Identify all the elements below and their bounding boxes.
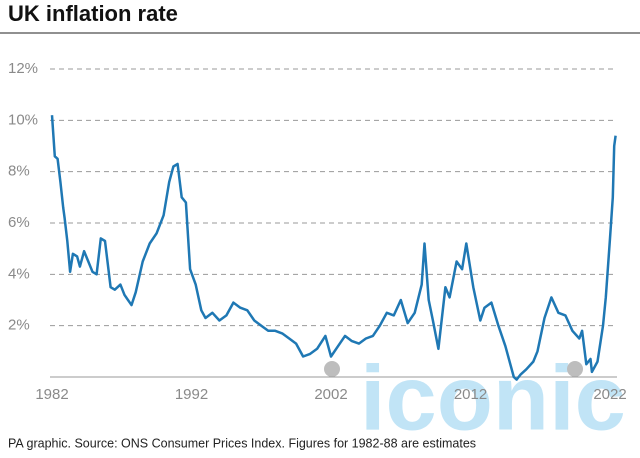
x-tick-label: 1992 [175,386,208,403]
y-tick-label: 2% [8,317,30,334]
x-tick-label: 1982 [35,386,68,403]
y-tick-label: 8% [8,163,30,180]
data-line [50,115,617,381]
y-tick-label: 6% [8,214,30,231]
marker-dot [567,361,583,377]
y-tick-label: 4% [8,265,30,282]
x-tick-label: 2022 [593,386,626,403]
footnote: PA graphic. Source: ONS Consumer Prices … [8,436,476,450]
chart-title: UK inflation rate [8,1,178,26]
watermark: iconic [360,347,626,449]
y-tick-label: 10% [8,111,38,128]
marker-dot [324,361,340,377]
x-tick-label: 2012 [454,386,487,403]
x-tick-label: 2002 [314,386,347,403]
y-tick-label: 12% [8,60,38,77]
